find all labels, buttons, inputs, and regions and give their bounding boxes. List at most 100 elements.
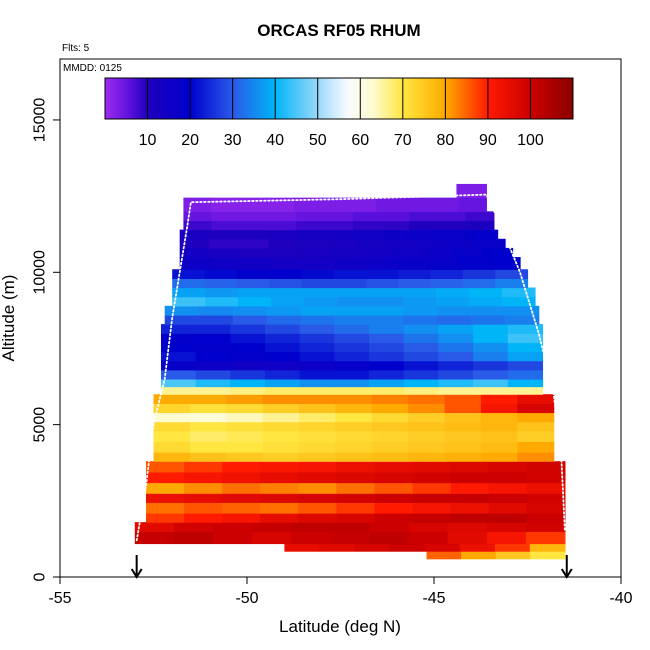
heatmap-cell xyxy=(266,305,302,316)
heatmap-cell xyxy=(337,296,371,307)
colorbar-tick-label: 20 xyxy=(181,132,199,149)
heatmap-cell xyxy=(430,278,464,289)
colorbar-swatch xyxy=(177,78,180,119)
flights-annotation: Flts: 5 xyxy=(62,43,90,54)
heatmap-cell xyxy=(260,461,299,473)
colorbar-swatch xyxy=(339,78,342,119)
colorbar-swatch xyxy=(204,78,208,119)
heatmap-cell xyxy=(473,324,509,334)
colorbar-swatch xyxy=(319,78,323,119)
colorbar-swatch xyxy=(415,78,419,119)
heatmap-cell xyxy=(299,351,335,362)
colorbar-swatch xyxy=(234,78,238,119)
x-axis: -55 -50 -45 -40 xyxy=(48,577,633,607)
heatmap-cell xyxy=(232,314,268,325)
heatmap-cell xyxy=(386,238,417,249)
heatmap-cell xyxy=(437,211,467,222)
heatmap-cell xyxy=(504,305,540,316)
colorbar-swatch xyxy=(168,78,172,119)
heatmap-cell xyxy=(488,513,528,523)
colorbar-swatch xyxy=(132,78,136,119)
colorbar-swatch xyxy=(515,78,519,119)
heatmap-cell xyxy=(184,513,223,523)
heatmap-cell xyxy=(408,394,446,404)
heatmap-cell xyxy=(444,441,482,453)
heatmap-cell xyxy=(436,296,470,307)
heatmap-cell xyxy=(173,531,214,545)
heatmap-cell xyxy=(412,502,452,514)
colorbar-swatch xyxy=(266,78,270,119)
colorbar-swatch xyxy=(162,78,166,119)
colorbar-swatch xyxy=(241,78,244,119)
colorbar-swatch xyxy=(239,78,242,119)
heatmap-cell xyxy=(438,351,474,362)
heatmap-cell xyxy=(262,421,300,432)
colorbar-swatch xyxy=(345,78,349,119)
colorbar-swatch xyxy=(494,78,497,119)
heatmap-cell xyxy=(438,360,474,371)
heatmap-cell xyxy=(284,541,321,552)
colorbar-swatch xyxy=(160,78,163,119)
heatmap-cell xyxy=(337,287,371,298)
colorbar-swatch xyxy=(351,78,355,119)
colorbar-swatch xyxy=(570,78,574,119)
heatmap-cell xyxy=(335,430,373,442)
heatmap-cell xyxy=(299,430,336,442)
heatmap-cell xyxy=(293,197,322,212)
colorbar-swatch xyxy=(477,78,480,119)
colorbar-swatch xyxy=(247,78,251,119)
colorbar-swatch xyxy=(562,78,565,119)
heatmap-cell xyxy=(438,369,474,380)
colorbar-swatch xyxy=(166,78,170,119)
colorbar-swatch xyxy=(300,78,304,119)
heatmap-cell xyxy=(164,305,200,316)
heatmap-cell xyxy=(403,386,440,395)
heatmap-cell xyxy=(369,386,405,395)
heatmap-cell xyxy=(291,531,331,545)
heatmap-cell xyxy=(402,314,438,325)
arrow-down-icon xyxy=(560,555,573,579)
heatmap-cell xyxy=(173,522,214,532)
colorbar-swatch xyxy=(468,78,472,119)
heatmap-cell xyxy=(444,421,482,432)
heatmap-cell xyxy=(459,541,496,552)
colorbar-swatch xyxy=(534,78,538,119)
heatmap-cell xyxy=(335,452,373,462)
heatmap-cell xyxy=(480,421,518,432)
heatmap-cell xyxy=(241,257,274,270)
colorbar-swatch xyxy=(124,78,127,119)
colorbar-swatch xyxy=(143,78,146,119)
heatmap-cell xyxy=(369,369,405,380)
heatmap-cell xyxy=(450,502,490,514)
heatmap-cell xyxy=(470,314,506,325)
heatmap-cell xyxy=(354,541,391,552)
heatmap-cell xyxy=(526,513,566,523)
heatmap-cell xyxy=(160,386,197,395)
chart-title: ORCAS RF05 RHUM xyxy=(257,21,420,40)
heatmap-cell xyxy=(408,452,446,462)
colorbar-swatch xyxy=(196,78,200,119)
heatmap-cell xyxy=(365,257,397,270)
colorbar-swatch xyxy=(368,78,372,119)
heatmap-cell xyxy=(222,502,261,514)
heatmap-cell xyxy=(374,513,414,523)
heatmap-cell xyxy=(438,333,474,343)
colorbar-swatch xyxy=(145,78,149,119)
colorbar-swatch xyxy=(187,78,191,119)
colorbar-tick-label: 100 xyxy=(517,132,544,149)
heatmap-cell xyxy=(239,211,269,222)
heatmap-cell xyxy=(333,269,367,279)
heatmap-cell xyxy=(403,378,440,388)
heatmap-cell xyxy=(146,461,185,473)
heatmap-cell xyxy=(369,360,405,371)
heatmap-cell xyxy=(232,305,268,316)
colorbar-swatch xyxy=(402,78,406,119)
colorbar-swatch xyxy=(181,78,185,119)
colorbar-swatch xyxy=(117,78,121,119)
colorbar-swatch xyxy=(479,78,483,119)
heatmap-cell xyxy=(427,257,459,270)
heatmap-cell xyxy=(299,369,335,380)
heatmap-cell xyxy=(424,541,461,552)
heatmap-cell xyxy=(195,378,231,388)
colorbar-swatch xyxy=(258,78,261,119)
